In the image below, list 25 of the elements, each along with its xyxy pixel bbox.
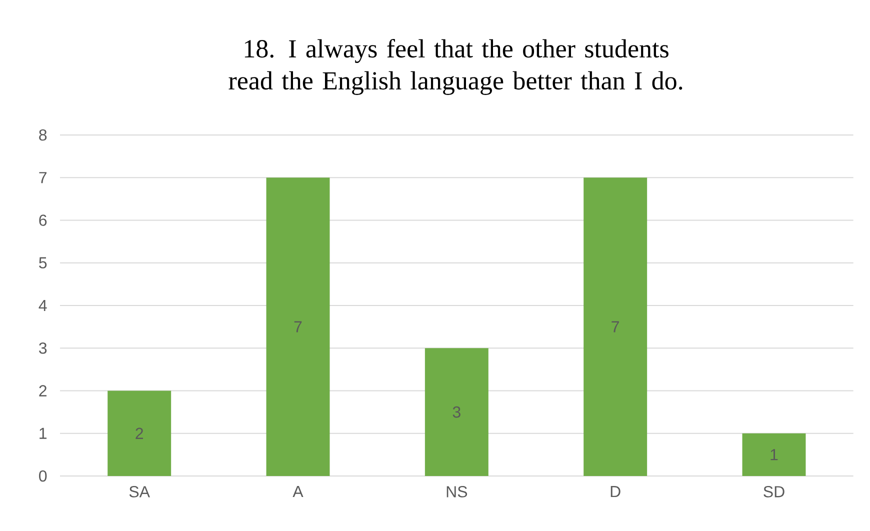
chart-title: 18. I always feel that the other students read the English language better than I do. bbox=[228, 39, 682, 95]
y-tick-label: 2 bbox=[39, 385, 46, 396]
y-tick-label: 6 bbox=[39, 214, 47, 226]
y-tick-label: 5 bbox=[39, 257, 47, 268]
y-tick-label: 4 bbox=[38, 300, 47, 311]
data-label: 7 bbox=[612, 321, 619, 332]
y-tick-label: 0 bbox=[39, 470, 47, 482]
x-tick-label: SD bbox=[764, 486, 784, 498]
x-tick-label: NS bbox=[446, 486, 468, 498]
x-tick-label: A bbox=[292, 486, 304, 498]
bar bbox=[424, 348, 488, 476]
y-tick-label: 3 bbox=[39, 342, 47, 354]
data-label: 1 bbox=[770, 449, 778, 460]
y-tick-label: 1 bbox=[40, 428, 47, 439]
bar bbox=[266, 178, 330, 476]
bar bbox=[742, 433, 806, 476]
x-tick-label: D bbox=[610, 486, 620, 498]
y-tick-label: 7 bbox=[39, 172, 46, 184]
bar bbox=[584, 178, 648, 476]
data-label: 3 bbox=[452, 406, 460, 418]
y-tick-label: 8 bbox=[39, 129, 47, 141]
bar bbox=[108, 390, 172, 476]
data-label: 7 bbox=[294, 321, 302, 332]
x-tick-label: SA bbox=[129, 486, 150, 498]
data-label: 2 bbox=[136, 428, 143, 439]
